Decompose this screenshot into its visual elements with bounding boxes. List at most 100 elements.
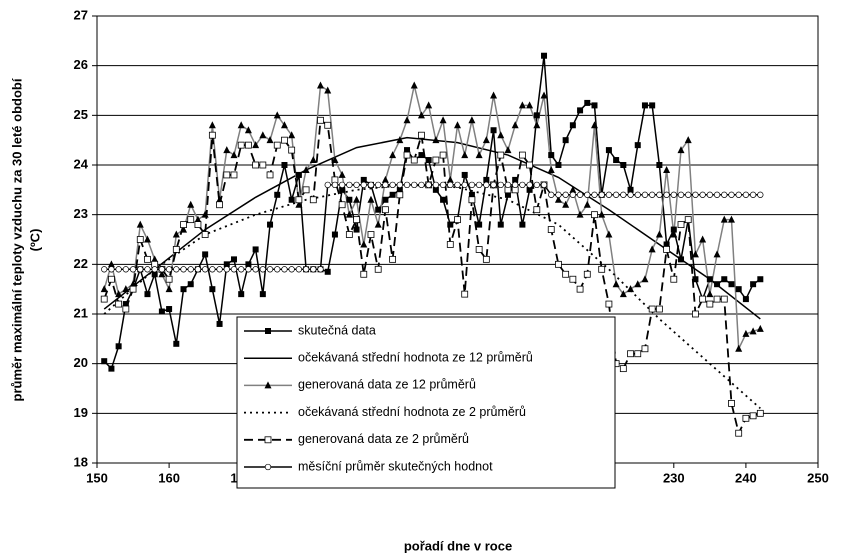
point — [656, 162, 663, 168]
point — [108, 275, 115, 283]
point — [714, 281, 721, 288]
point — [555, 162, 562, 168]
point — [382, 196, 389, 203]
point — [144, 255, 151, 263]
point — [518, 151, 526, 159]
point — [663, 165, 671, 173]
point — [389, 191, 396, 198]
point — [569, 122, 576, 129]
point — [418, 181, 425, 189]
point — [728, 191, 735, 198]
point — [288, 196, 295, 203]
legend-marker — [264, 463, 272, 471]
point — [684, 136, 692, 144]
y-tick-label: 22 — [74, 256, 88, 271]
point — [742, 191, 750, 198]
point — [216, 195, 224, 203]
point — [526, 161, 533, 169]
point — [101, 266, 108, 273]
point — [345, 231, 353, 238]
point — [410, 81, 418, 89]
x-tick-label: 150 — [86, 470, 108, 485]
point — [360, 240, 368, 248]
y-tick-label: 21 — [74, 305, 88, 320]
point — [655, 305, 663, 313]
point — [201, 231, 209, 238]
point — [396, 191, 404, 199]
point — [677, 191, 685, 198]
point — [627, 285, 635, 293]
point — [194, 215, 202, 223]
point — [309, 156, 317, 164]
y-tick-label: 23 — [74, 206, 88, 221]
point — [562, 191, 569, 198]
point — [512, 176, 519, 183]
point — [749, 327, 757, 335]
point — [533, 112, 540, 119]
point — [338, 181, 346, 189]
point — [483, 176, 490, 183]
point — [273, 141, 281, 149]
point — [721, 191, 728, 198]
point — [324, 121, 332, 129]
point — [692, 310, 699, 318]
point — [403, 151, 411, 159]
point — [403, 181, 411, 189]
point — [648, 305, 656, 313]
point — [497, 151, 505, 159]
point — [281, 136, 288, 144]
point — [194, 266, 202, 273]
point — [670, 275, 678, 283]
point — [115, 300, 123, 308]
point — [461, 181, 468, 189]
point — [728, 281, 735, 288]
point — [720, 215, 728, 223]
point — [172, 230, 180, 238]
point — [367, 195, 375, 203]
point — [699, 295, 707, 303]
point — [252, 161, 260, 169]
point — [309, 196, 317, 204]
point — [101, 358, 108, 365]
point — [238, 291, 245, 298]
point — [728, 399, 735, 407]
point — [518, 101, 526, 109]
point — [699, 191, 706, 198]
point — [209, 286, 216, 293]
point — [266, 171, 274, 179]
point — [490, 127, 497, 134]
point — [562, 270, 570, 278]
point — [584, 99, 591, 106]
point — [266, 266, 274, 273]
point — [706, 300, 714, 308]
point — [173, 266, 180, 273]
point — [223, 146, 231, 154]
point — [605, 230, 613, 238]
point — [540, 91, 548, 99]
point — [583, 200, 591, 208]
point — [490, 91, 498, 99]
point — [230, 151, 238, 159]
point — [180, 266, 187, 273]
point — [598, 191, 605, 198]
point — [677, 146, 685, 154]
point — [497, 181, 504, 189]
point — [201, 210, 209, 218]
point — [129, 285, 137, 293]
point — [216, 320, 223, 327]
point — [281, 266, 288, 273]
y-tick-label: 19 — [74, 405, 88, 420]
point — [223, 171, 231, 179]
point — [187, 266, 194, 273]
point — [713, 295, 721, 303]
point — [526, 181, 533, 189]
point — [108, 365, 115, 372]
y-tick-label: 20 — [74, 355, 88, 370]
point — [562, 200, 570, 208]
series-line — [103, 118, 761, 436]
point — [122, 305, 130, 313]
point — [439, 181, 447, 189]
point — [201, 266, 209, 273]
point — [548, 152, 555, 159]
